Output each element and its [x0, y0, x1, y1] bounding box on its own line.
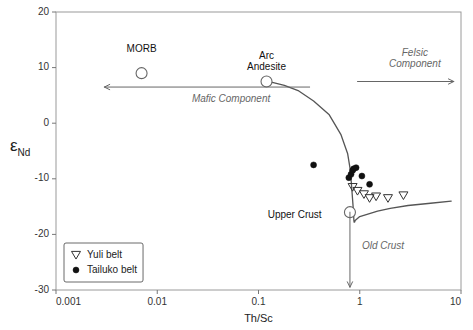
- annotation: Upper Crust: [268, 209, 322, 220]
- plot-area: [136, 68, 451, 223]
- annotation: Old Crust: [362, 240, 405, 251]
- legend-marker: [73, 267, 79, 273]
- annotation-arrow: [104, 84, 309, 89]
- annotation-arrow: [347, 212, 352, 287]
- data-point: [383, 195, 392, 203]
- y-tick-label: -20: [35, 228, 50, 239]
- y-tick-label: -30: [35, 284, 50, 295]
- data-point: [367, 181, 373, 187]
- mixing-curve: [267, 82, 452, 223]
- y-axis-label: εNd: [10, 136, 30, 158]
- annotation: Mafic Component: [192, 93, 272, 104]
- y-tick: [52, 12, 56, 13]
- y-tick: [52, 123, 56, 124]
- data-point: [359, 173, 365, 179]
- y-tick-label: 20: [38, 6, 50, 17]
- annotation: FelsicComponent: [389, 47, 442, 70]
- chart: -30 -20 -10 0 10 20 0.001 0.01 0.1 1 10 Th/Sc εNd MOR…: [0, 0, 473, 330]
- x-tick-label: 0.001: [56, 296, 81, 307]
- legend: Yuli belt Tailuko belt: [64, 243, 143, 282]
- x-tick-label: 1: [357, 296, 363, 307]
- data-point: [353, 165, 359, 171]
- annotation: ArcAndesite: [247, 50, 286, 73]
- x-tick: [359, 290, 360, 294]
- reference-point: [136, 68, 147, 79]
- x-tick: [56, 290, 57, 294]
- legend-label: Yuli belt: [87, 249, 122, 260]
- annotation-arrow: [357, 79, 453, 84]
- y-tick: [52, 178, 56, 179]
- legend-box: [64, 243, 143, 282]
- y-tick-label: 10: [38, 61, 50, 72]
- x-tick: [157, 290, 158, 294]
- y-tick: [52, 290, 56, 291]
- y-tick-label: 0: [43, 117, 49, 128]
- annotation: MORB: [127, 43, 157, 54]
- legend-marker: [72, 251, 81, 259]
- y-tick: [52, 234, 56, 235]
- x-tick-label: 0.1: [252, 296, 266, 307]
- data-point: [399, 192, 408, 200]
- data-point: [311, 162, 317, 168]
- plot-frame: [56, 12, 461, 290]
- data-point: [372, 193, 381, 201]
- x-tick-label: 10: [450, 296, 462, 307]
- reference-point: [261, 76, 272, 87]
- x-axis-label: Th/Sc: [244, 312, 273, 324]
- legend-label: Tailuko belt: [87, 264, 137, 275]
- x-tick-label: 0.01: [148, 296, 168, 307]
- y-tick-label: -10: [35, 172, 50, 183]
- y-tick: [52, 67, 56, 68]
- x-tick: [461, 290, 462, 294]
- x-tick: [258, 290, 259, 294]
